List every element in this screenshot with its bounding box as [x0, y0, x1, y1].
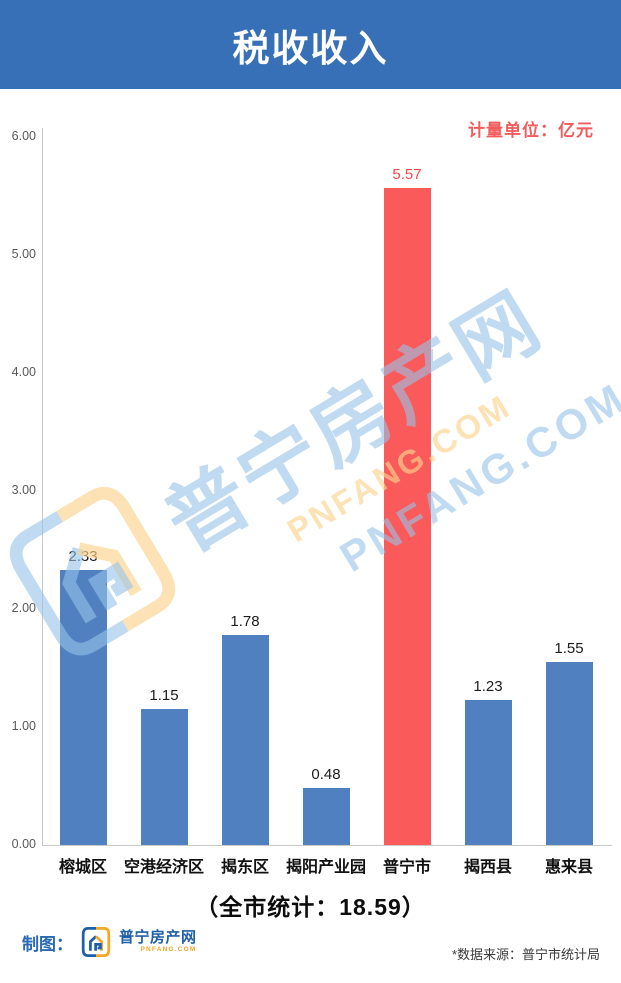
bar-揭东区	[221, 635, 269, 845]
credit-label: 制图：	[22, 934, 73, 954]
logo-name-en: PNFANG.COM	[140, 946, 197, 954]
category-label-榕城区: 榕城区	[58, 859, 107, 876]
bar-value-label: 2.33	[68, 548, 98, 565]
watermark-site-name-cn: 普宁房产网	[150, 275, 557, 569]
bar-惠来县	[545, 662, 593, 845]
category-label-揭东区: 揭东区	[220, 859, 269, 876]
credit-block: 制图： 普宁房产网 PNFANG.COM	[22, 926, 197, 958]
bar-value-label: 1.15	[149, 687, 179, 704]
title-banner: 税收收入	[0, 0, 621, 89]
category-label-揭阳产业园: 揭阳产业园	[285, 859, 366, 876]
bar-榕城区	[59, 570, 107, 845]
bar-空港经济区	[140, 709, 188, 845]
page-title: 税收收入	[232, 27, 389, 69]
category-label-惠来县: 惠来县	[544, 859, 593, 876]
y-tick-label: 2.00	[11, 601, 36, 615]
y-tick-label: 3.00	[11, 483, 36, 497]
y-tick-label: 0.00	[11, 837, 36, 851]
bar-value-label: 5.57	[392, 166, 422, 183]
y-tick-label: 4.00	[11, 365, 36, 379]
y-axis-line	[42, 128, 43, 846]
unit-label: 计量单位：亿元	[468, 121, 594, 140]
bar-value-label: 1.78	[230, 613, 260, 630]
data-source-note: *数据来源：普宁市统计局	[451, 947, 600, 962]
category-label-揭西县: 揭西县	[463, 859, 512, 876]
y-tick-label: 1.00	[11, 719, 36, 733]
logo-wordmark: 普宁房产网 PNFANG.COM	[119, 930, 197, 954]
logo-name-cn: 普宁房产网	[119, 929, 197, 947]
bar-揭西县	[464, 700, 512, 845]
bar-揭阳产业园	[302, 788, 350, 845]
category-label-普宁市: 普宁市	[382, 859, 431, 876]
house-logo-icon	[81, 927, 111, 957]
bar-普宁市	[383, 188, 431, 845]
bar-value-label: 1.55	[554, 640, 584, 657]
bar-value-label: 0.48	[311, 766, 341, 783]
bar-value-label: 1.23	[473, 678, 503, 695]
citywide-total-label: （全市统计：18.59）	[195, 894, 426, 920]
category-label-空港经济区: 空港经济区	[123, 859, 204, 876]
bar-chart: 计量单位：亿元 0.00 1.00 2.00 3.00 4.00 5.00 6.00 2.3…	[0, 89, 621, 888]
x-axis-line	[42, 845, 612, 846]
y-tick-label: 5.00	[11, 247, 36, 261]
y-tick-label: 6.00	[11, 129, 36, 143]
watermark-site-name-en-blue: PNFANG.COM	[331, 373, 621, 581]
